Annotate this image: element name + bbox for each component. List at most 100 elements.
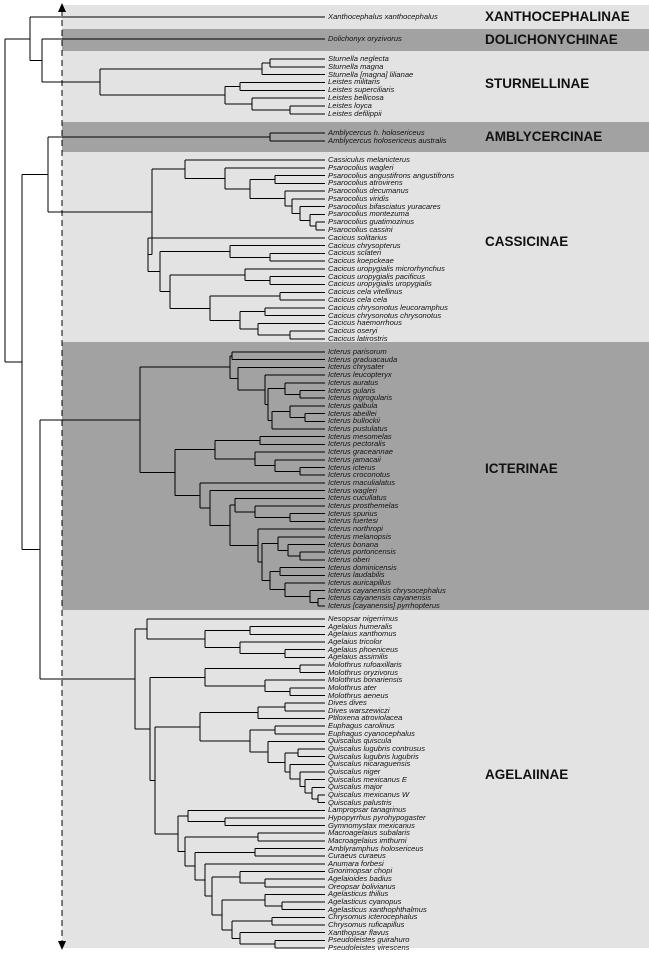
- taxon-label: Psarocolius cassini: [328, 225, 393, 235]
- taxon-label: Icterus maculialatus: [328, 477, 396, 487]
- taxon-label: Quiscalus niger: [328, 767, 381, 776]
- taxon-label: Oreopsar bolivianus: [328, 881, 396, 891]
- band-agelaiinae: [62, 610, 649, 948]
- taxon-label: Amblyramphus holosericeus: [328, 843, 424, 853]
- taxon-label: Icterus parisorum: [328, 347, 387, 356]
- taxon-label: Agelaius tricolor: [328, 636, 383, 646]
- taxon-label: Icterus leucopteryx: [328, 370, 392, 380]
- taxon-label: Agelaius phoeniceus: [328, 644, 399, 654]
- taxon-label: Quiscalus palustris: [328, 797, 392, 807]
- taxon-label: Icterus [cayanensis] pyrrhopterus: [328, 601, 440, 611]
- taxon-label: Cacicus chrysonotus leucoramphus: [328, 302, 448, 312]
- taxon-label: Sturnella neglecta: [328, 54, 389, 63]
- taxon-label: Icterus bullockii: [328, 416, 380, 426]
- taxon-label: Dives dives: [328, 698, 367, 708]
- taxon-label: Icterus melanopsis: [328, 531, 392, 541]
- band-cassicinae: [62, 152, 649, 342]
- axis-arrow-down-icon: [58, 941, 66, 950]
- taxon-label: Euphagus carolinus: [328, 721, 395, 731]
- taxon-label: Agelaius xanthomus: [328, 629, 397, 639]
- taxon-label: Euphagus cyanocephalus: [328, 728, 415, 738]
- taxon-label: Icterus graduacauda: [328, 354, 398, 364]
- taxon-label: Icterus pectoralis: [328, 439, 386, 449]
- taxon-label: Icterus jamacaii: [328, 454, 381, 464]
- subfamily-label: STURNELLINAE: [485, 76, 590, 91]
- taxon-label: Psarocolius decumanus: [328, 186, 409, 196]
- taxon-label: Icterus chrysater: [328, 362, 385, 372]
- taxon-label: Leistes bellicosa: [328, 93, 384, 103]
- taxon-label: Chrysomus icterocephalus: [328, 912, 418, 922]
- taxon-label: Icterus nigrogularis: [328, 393, 393, 403]
- taxon-label: Amblycercus h. holosericeus: [328, 128, 425, 137]
- taxon-label: Leistes superciliaris: [328, 85, 395, 95]
- taxon-label: Sturnella [magna] lilianae: [328, 69, 414, 79]
- taxon-label: Pseudoleistes virescens: [328, 942, 410, 952]
- taxon-label: Molothrus ater: [328, 682, 377, 692]
- taxon-label: Macroagelaius imthurni: [328, 835, 407, 845]
- subfamily-label: CASSICINAE: [485, 234, 569, 249]
- taxon-label: Psarocolius montezuma: [328, 209, 410, 219]
- taxon-label: Cacicus sclateri: [328, 248, 382, 258]
- taxon-label: Icterus spurius: [328, 508, 378, 518]
- taxon-label: Anumara forbesi: [328, 858, 384, 868]
- taxon-label: Hypopyrrhus pyrohypogaster: [328, 812, 426, 822]
- taxon-label: Molothrus bonariensis: [328, 675, 403, 685]
- taxon-label: Psarocolius angustifrons angustifrons: [328, 170, 455, 180]
- taxon-label: Gymnomystax mexicanus: [328, 820, 415, 830]
- taxon-label: Agelasticus cyanopus: [328, 897, 402, 907]
- taxon-label: Xanthocephalus xanthocephalus: [328, 12, 438, 21]
- taxon-label: Molothrus aeneus: [328, 690, 389, 700]
- taxon-label: Icterus oberi: [328, 554, 370, 564]
- taxon-label: Cacicus uropygialis uropygialis: [328, 279, 432, 289]
- band-icterinae: [62, 342, 649, 610]
- taxon-label: Cacicus cela cela: [328, 295, 388, 305]
- taxon-label: Agelaius humeralis: [328, 621, 393, 631]
- taxon-label: Leistes defilippii: [328, 108, 382, 118]
- taxon-label: Dolichonyx oryzivorus: [328, 34, 402, 43]
- taxon-label: Cacicus uropygialis microrhynchus: [328, 263, 445, 273]
- taxon-label: Ptiloxena atroviolacea: [328, 713, 403, 723]
- band-dolichonychinae: [62, 29, 649, 51]
- taxon-label: Agelasticus xanthophthalmus: [328, 904, 427, 914]
- taxon-label: Lampropsar tanagrinus: [328, 805, 407, 815]
- taxon-label: Sturnella magna: [328, 61, 384, 71]
- taxon-label: Gnorimopsar chopi: [328, 866, 393, 876]
- taxon-label: Quiscalus major: [328, 782, 383, 792]
- axis-arrow-up-icon: [58, 3, 66, 12]
- taxon-label: Icterus icterus: [328, 462, 376, 472]
- taxon-label: Agelaius assimilis: [328, 652, 388, 662]
- taxon-label: Psarocolius wagleri: [328, 162, 394, 172]
- taxon-label: Pseudoleistes guirahuro: [328, 935, 410, 945]
- taxon-label: Icterus croconotus: [328, 470, 391, 480]
- taxon-label: Quiscalus mexicanus W: [328, 789, 410, 799]
- taxon-label: Icterus laudabilis: [328, 570, 385, 580]
- band-sturnellinae: [62, 51, 649, 122]
- taxon-label: Icterus gularis: [328, 385, 376, 395]
- taxon-label: Quiscalus quiscula: [328, 736, 392, 746]
- taxon-label: Quiscalus lugubris contrusus: [328, 744, 426, 754]
- taxon-label: Cacicus uropygialis pacificus: [328, 271, 426, 281]
- taxon-label: Icterus pustulatus: [328, 424, 388, 433]
- taxon-label: Cacicus koepckeae: [328, 256, 394, 266]
- taxon-label: Psarocolius bifasciatus yuracares: [328, 201, 441, 211]
- taxon-label: Icterus auricapillus: [328, 578, 391, 587]
- taxon-label: Icterus prosthemelas: [328, 501, 399, 510]
- taxon-label: Icterus portoricensis: [328, 547, 396, 557]
- subfamily-label: XANTHOCEPHALINAE: [485, 9, 630, 24]
- taxon-label: Cacicus solitarius: [328, 232, 388, 242]
- taxon-label: Molothrus oryzivorus: [328, 667, 399, 677]
- taxon-label: Icterus bonana: [328, 539, 379, 549]
- taxon-label: Icterus dominicensis: [328, 562, 397, 572]
- taxon-label: Psarocolius atrovirens: [328, 178, 403, 188]
- taxon-label: Nesopsar nigerrimus: [328, 614, 399, 623]
- taxon-label: Icterus northropi: [328, 524, 383, 534]
- taxon-label: Icterus auratus: [328, 377, 379, 387]
- taxon-label: Icterus cucullatus: [328, 493, 387, 503]
- subfamily-label: DOLICHONYCHINAE: [485, 32, 618, 47]
- taxon-label: Icterus cayanensis cayanensis: [328, 593, 431, 603]
- taxon-label: Icterus abeillei: [328, 408, 377, 418]
- taxon-label: Cacicus chrysopterus: [328, 240, 401, 250]
- taxon-label: Leistes militaris: [328, 77, 380, 87]
